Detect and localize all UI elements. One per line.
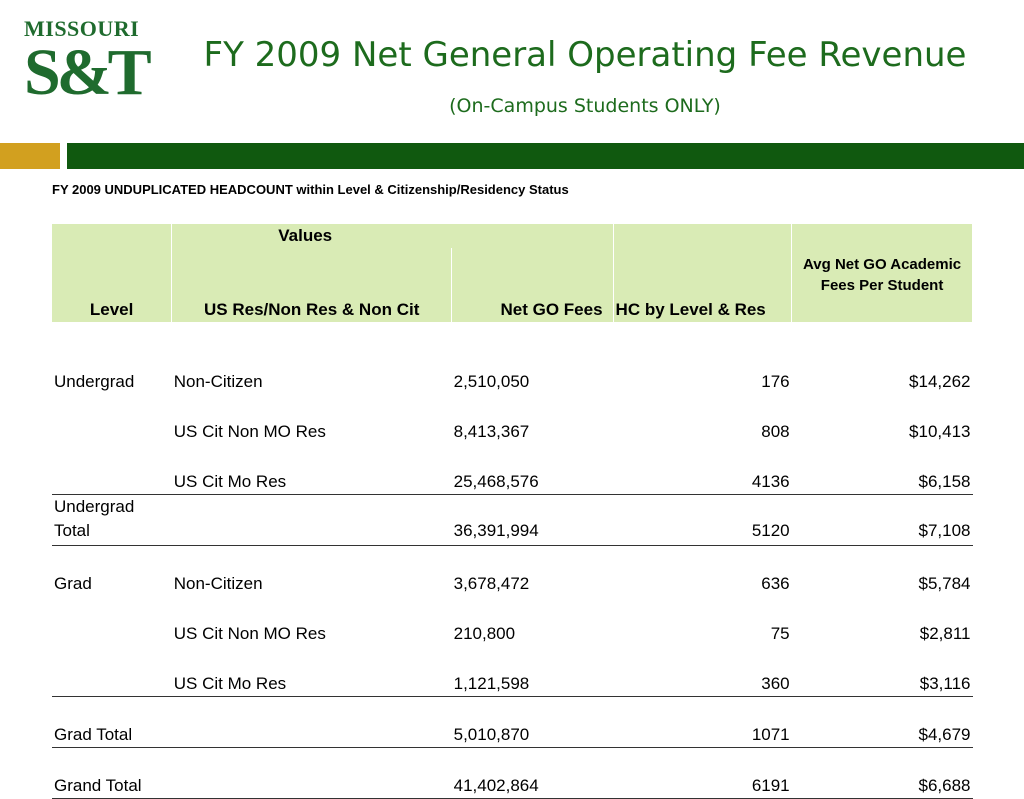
cell-avg: $6,688: [791, 747, 973, 799]
table-row: US Cit Mo Res 1,121,598 360 $3,116: [52, 646, 973, 697]
cell-level: [52, 444, 172, 495]
cell-headcount: 176: [761, 372, 790, 391]
cell-residency: US Cit Non MO Res: [173, 422, 326, 441]
cell-fees: 3,678,472: [453, 574, 530, 593]
header-net-go-fees: Net GO Fees: [451, 248, 614, 322]
cell-avg: $5,784: [918, 574, 971, 593]
cell-level: Undergrad Total: [52, 494, 172, 546]
header-residency: US Res/Non Res & Non Cit: [171, 248, 453, 322]
values-header-row: Values: [52, 224, 973, 248]
cell-fees: 210,800: [453, 624, 516, 643]
table-row: US Cit Non MO Res 8,413,367 808 $10,413: [52, 394, 973, 444]
cell-headcount: 360: [613, 646, 792, 697]
logo-main-text: S&T: [24, 36, 152, 109]
cell-headcount: 4136: [613, 444, 792, 495]
column-header-row: Level US Res/Non Res & Non Cit Net GO Fe…: [52, 248, 973, 322]
cell-fees: 36,391,994: [451, 494, 614, 546]
gold-accent-bar: [0, 143, 60, 169]
table-row-subtotal: Grad Total 5,010,870 1071 $4,679: [52, 696, 973, 748]
table-row: Undergrad Non-Citizen 2,510,050 176 $14,…: [52, 344, 973, 394]
cell-headcount: 1071: [613, 696, 792, 748]
cell-level: [52, 646, 172, 697]
table-caption: FY 2009 UNDUPLICATED HEADCOUNT within Le…: [52, 182, 569, 197]
cell-fees: 5,010,870: [451, 696, 614, 748]
cell-residency: [171, 494, 452, 546]
cell-residency: US Cit Mo Res: [171, 444, 452, 495]
table-row: US Cit Non MO Res 210,800 75 $2,811: [52, 596, 973, 646]
cell-level: Undergrad: [54, 372, 135, 391]
cell-avg: $4,679: [791, 696, 973, 748]
table-row: Grad Non-Citizen 3,678,472 636 $5,784: [52, 546, 973, 597]
cell-headcount: 808: [761, 422, 790, 441]
header-level: Level: [52, 248, 173, 322]
cell-residency: Non-Citizen: [173, 372, 263, 391]
cell-level: Grad: [54, 574, 92, 593]
cell-headcount: 75: [770, 624, 790, 643]
cell-residency: [171, 696, 452, 748]
table-row-subtotal: Undergrad Total 36,391,994 5120 $7,108: [52, 494, 973, 546]
green-header-bar: [67, 143, 1024, 169]
cell-fees: 1,121,598: [451, 646, 614, 697]
cell-avg: $6,158: [791, 444, 973, 495]
cell-headcount: 5120: [613, 494, 792, 546]
cell-headcount: 636: [761, 574, 790, 593]
cell-level: [52, 596, 172, 646]
university-logo: MISSOURI S&T: [24, 16, 158, 120]
cell-fees: 25,468,576: [451, 444, 614, 495]
slide-title: FY 2009 Net General Operating Fee Revenu…: [190, 32, 980, 129]
cell-fees: 8,413,367: [453, 422, 530, 441]
table-row-grand-total: Grand Total 41,402,864 6191 $6,688: [52, 747, 973, 799]
header-avg-fees: Avg Net GO Academic Fees Per Student: [791, 248, 973, 322]
cell-avg: $14,262: [909, 372, 971, 391]
table-row: US Cit Mo Res 25,468,576 4136 $6,158: [52, 444, 973, 495]
cell-level: [52, 394, 172, 444]
cell-avg: $10,413: [909, 422, 971, 441]
cell-fees: 2,510,050: [453, 372, 530, 391]
logo-top-text: MISSOURI: [24, 16, 140, 41]
values-label: Values: [171, 224, 614, 248]
title-main: FY 2009 Net General Operating Fee Revenu…: [203, 35, 967, 75]
cell-residency: US Cit Non MO Res: [173, 624, 326, 643]
title-sub: (On-Campus Students ONLY): [449, 95, 721, 117]
cell-headcount: 6191: [613, 747, 792, 799]
cell-avg: $3,116: [791, 646, 973, 697]
cell-level: Grand Total: [52, 747, 172, 799]
cell-fees: 41,402,864: [451, 747, 614, 799]
cell-residency: [171, 747, 452, 799]
headcount-table: Values Level US Res/Non Res & Non Cit Ne…: [52, 224, 973, 799]
header-headcount: HC by Level & Res: [613, 248, 793, 322]
cell-avg: $7,108: [791, 494, 973, 546]
cell-residency: Non-Citizen: [173, 574, 263, 593]
cell-residency: US Cit Mo Res: [171, 646, 452, 697]
cell-avg: $2,811: [919, 624, 971, 643]
cell-level: Grad Total: [52, 696, 172, 748]
